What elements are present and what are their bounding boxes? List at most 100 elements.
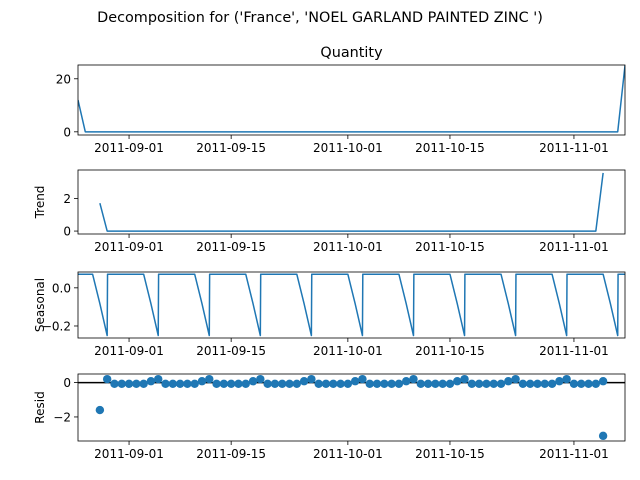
y-tick-label: 20	[56, 72, 71, 86]
resid-point	[241, 379, 250, 388]
panel-2: Trend 2011-09-01 2011-09-15 2011-10-01 2011-…	[33, 169, 626, 254]
resid-point	[299, 377, 309, 386]
resid-point	[598, 377, 608, 386]
panel-title: Quantity	[320, 45, 383, 61]
resid-point	[380, 379, 389, 388]
x-tick-label: 2011-11-01	[539, 447, 609, 461]
resid-point	[511, 374, 520, 384]
resid-point	[270, 379, 280, 388]
resid-point	[562, 374, 571, 384]
panel-3: Seasonal 2011-09-01 2011-09-15 2011-10-01 20…	[33, 271, 626, 358]
resid-point	[372, 379, 382, 388]
resid-point	[175, 379, 185, 388]
x-tick-label: 2011-10-01	[313, 240, 383, 254]
resid-point	[358, 374, 367, 384]
resid-point	[598, 431, 608, 441]
resid-point	[394, 379, 404, 388]
resid-point	[226, 379, 236, 388]
resid-point	[518, 379, 528, 388]
resid-point	[124, 379, 134, 388]
x-tick-label: 2011-09-15	[196, 344, 266, 358]
panel-4: Resid 2011-09-01 2011-09-15 2011-10-01 2011-…	[33, 373, 626, 461]
resid-point	[336, 379, 345, 388]
x-tick-label: 2011-09-15	[196, 240, 266, 254]
y-tick-label: 2	[63, 192, 71, 206]
resid-point	[569, 379, 579, 388]
plot-area	[78, 374, 625, 441]
y-tick-label: −2	[53, 410, 71, 424]
resid-point	[139, 379, 148, 388]
resid-point	[525, 379, 535, 388]
resid-point	[183, 379, 192, 388]
x-tick-label: 2011-10-01	[313, 141, 383, 155]
resid-point	[504, 377, 513, 386]
plot-area	[78, 273, 625, 337]
y-tick-label: 0	[63, 225, 71, 239]
x-tick-label: 2011-10-15	[415, 240, 485, 254]
resid-point	[453, 377, 462, 386]
resid-point	[307, 374, 316, 384]
plot-area	[78, 65, 625, 133]
resid-point	[416, 379, 425, 388]
resid-point	[467, 379, 477, 388]
resid-point	[555, 377, 564, 386]
plot-area	[99, 172, 604, 232]
resid-point	[212, 379, 221, 388]
resid-point	[591, 379, 601, 388]
y-tick-label: −0.2	[42, 319, 71, 333]
series-line	[99, 172, 604, 232]
resid-point	[577, 379, 586, 388]
x-tick-label: 2011-09-01	[94, 344, 164, 358]
resid-point	[292, 379, 301, 388]
y-axis-label: Seasonal	[33, 278, 47, 332]
resid-point	[168, 379, 178, 388]
resid-point	[234, 379, 243, 388]
resid-point	[110, 379, 119, 388]
y-axis-label: Resid	[33, 391, 47, 423]
resid-point	[197, 377, 207, 386]
x-tick-label: 2011-11-01	[539, 344, 609, 358]
axes-frame	[77, 64, 626, 136]
resid-point	[496, 379, 506, 388]
resid-point	[95, 405, 105, 415]
resid-point	[219, 379, 229, 388]
resid-point	[256, 374, 265, 384]
x-tick-label: 2011-09-01	[94, 141, 164, 155]
resid-point	[190, 379, 199, 388]
x-tick-label: 2011-09-01	[94, 447, 164, 461]
resid-point	[438, 379, 447, 388]
resid-point	[132, 379, 141, 388]
resid-point	[533, 379, 542, 388]
resid-point	[321, 379, 331, 388]
y-tick-label: 0	[63, 125, 71, 139]
resid-point	[117, 379, 126, 388]
resid-point	[460, 374, 469, 384]
resid-point	[102, 374, 112, 384]
resid-point	[540, 379, 549, 388]
axes-frame	[77, 373, 626, 442]
figure-suptitle: Decomposition for ('France', 'NOEL GARLA…	[97, 10, 543, 26]
y-tick-label: 0	[63, 376, 71, 390]
resid-point	[314, 379, 323, 388]
resid-point	[547, 379, 557, 388]
resid-point	[263, 379, 272, 388]
resid-point	[423, 379, 433, 388]
x-tick-label: 2011-10-15	[415, 344, 485, 358]
resid-point	[146, 377, 156, 386]
axes-frame	[77, 169, 626, 235]
resid-point	[402, 377, 411, 386]
resid-point	[343, 379, 353, 388]
x-tick-label: 2011-10-15	[415, 447, 485, 461]
resid-point	[482, 379, 491, 388]
axes-frame	[77, 271, 626, 339]
panel-1: Quantity 2011-09-01 2011-09-15 2011-10-01 20…	[56, 45, 626, 155]
x-tick-label: 2011-09-15	[196, 141, 266, 155]
series-line	[78, 65, 625, 133]
resid-point	[584, 379, 593, 388]
resid-point	[350, 377, 360, 386]
resid-point	[278, 379, 287, 388]
seasonal-line	[78, 273, 625, 337]
y-axis-label: Trend	[33, 186, 47, 220]
